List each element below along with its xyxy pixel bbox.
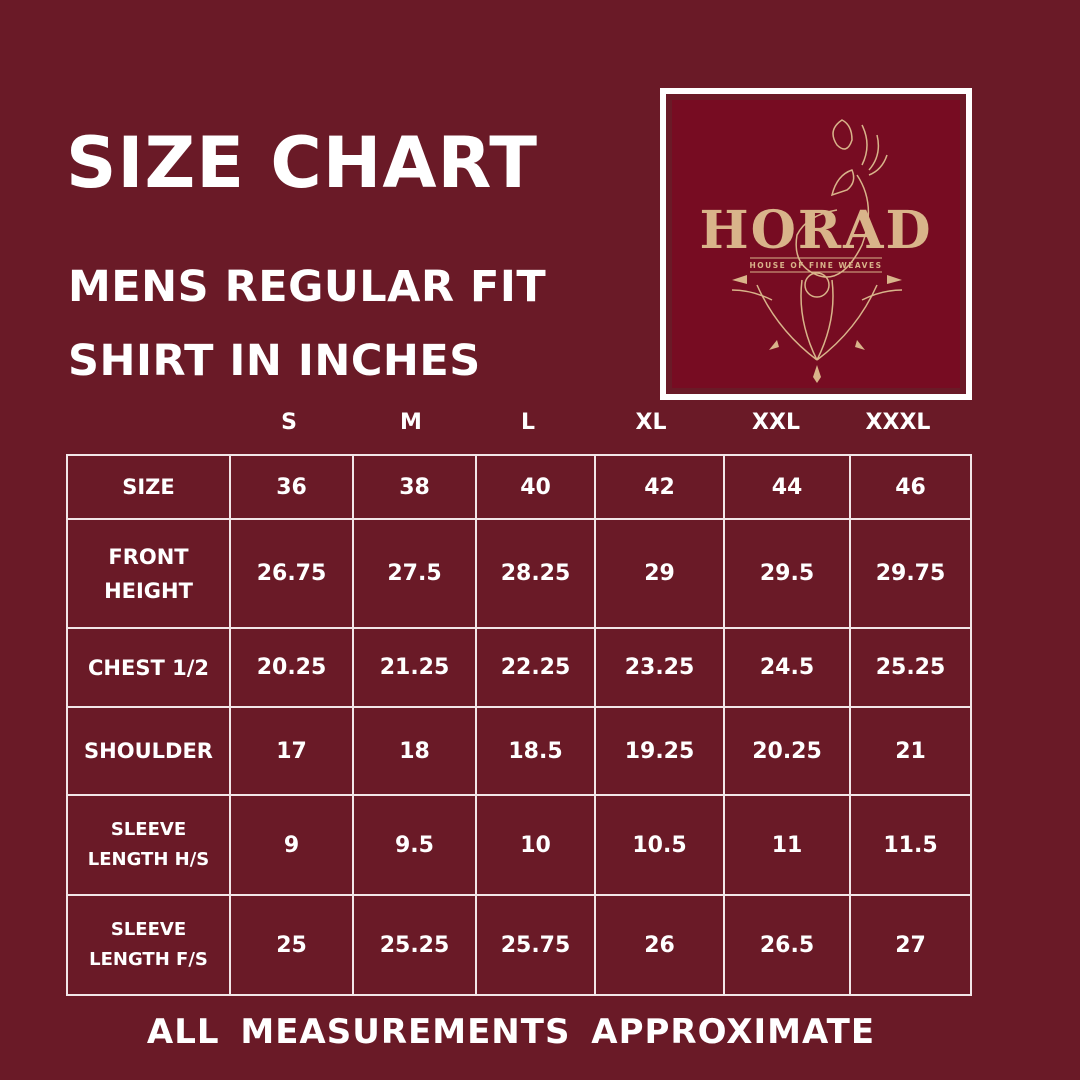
size-label: XXXL: [865, 410, 931, 435]
row-label-line: SLEEVE: [110, 819, 187, 840]
table-cell: 22.25: [475, 627, 596, 708]
brand-logo: HORAD HOUSE OF FINE WEAVES: [660, 88, 972, 400]
table-cell: 29.75: [849, 518, 972, 629]
table-cell: 11: [723, 794, 851, 896]
row-label-line: LENGTH H/S: [87, 849, 210, 870]
row-label-line: SIZE: [122, 475, 175, 499]
table-cell: 25.25: [849, 627, 972, 708]
table-cell: 42: [594, 454, 725, 520]
row-label: SLEEVE LENGTH H/S: [66, 794, 231, 896]
table-cell: 21.25: [352, 627, 477, 708]
row-label-line: FRONT: [108, 544, 189, 569]
size-label: M: [400, 410, 422, 435]
table-cell: 25: [229, 894, 354, 996]
table-cell: 25.25: [352, 894, 477, 996]
subtitle-line: MENS REGULAR FIT: [68, 262, 547, 312]
table-cell: 9: [229, 794, 354, 896]
logo-background: HORAD HOUSE OF FINE WEAVES: [672, 100, 960, 388]
size-label: XXL: [752, 410, 800, 435]
peacock-logo-icon: HORAD HOUSE OF FINE WEAVES: [699, 119, 932, 383]
size-label: S: [281, 410, 297, 435]
table-row: SLEEVE LENGTH H/S 9 9.5 10 10.5 11 11.5: [66, 794, 972, 896]
table-cell: 19.25: [594, 706, 725, 796]
table-cell: 9.5: [352, 794, 477, 896]
row-label-line: LENGTH F/S: [89, 949, 208, 970]
table-cell: 23.25: [594, 627, 725, 708]
row-label-line: SHOULDER: [84, 739, 213, 763]
table-cell: 27: [849, 894, 972, 996]
logo-tagline: HOUSE OF FINE WEAVES: [750, 261, 883, 270]
table-cell: 46: [849, 454, 972, 520]
row-label: FRONT HEIGHT: [66, 518, 231, 629]
table-row: SHOULDER 17 18 18.5 19.25 20.25 21: [66, 706, 972, 796]
logo-brand: HORAD: [699, 200, 932, 261]
table-cell: 18: [352, 706, 477, 796]
table-cell: 17: [229, 706, 354, 796]
table-cell: 21: [849, 706, 972, 796]
table-row: SIZE 36 38 40 42 44 46: [66, 454, 972, 520]
table-cell: 28.25: [475, 518, 596, 629]
row-label-line: CHEST 1/2: [88, 655, 209, 680]
table-cell: 10.5: [594, 794, 725, 896]
footer-note: ALL MEASUREMENTS APPROXIMATE: [146, 1012, 876, 1052]
subtitle-line: SHIRT IN INCHES: [68, 336, 481, 386]
table-cell: 26.75: [229, 518, 354, 629]
table-cell: 44: [723, 454, 851, 520]
row-label: SLEEVE LENGTH F/S: [66, 894, 231, 996]
table-cell: 40: [475, 454, 596, 520]
table-cell: 38: [352, 454, 477, 520]
table-cell: 26.5: [723, 894, 851, 996]
page-title: SIZE CHART: [66, 122, 539, 204]
table-cell: 36: [229, 454, 354, 520]
size-label: L: [520, 410, 536, 435]
table-cell: 29.5: [723, 518, 851, 629]
table-cell: 11.5: [849, 794, 972, 896]
table-cell: 29: [594, 518, 725, 629]
table-row: FRONT HEIGHT 26.75 27.5 28.25 29 29.5 29.75: [66, 518, 972, 629]
row-label-line: SLEEVE: [110, 919, 187, 940]
table-cell: 20.25: [723, 706, 851, 796]
table-cell: 26: [594, 894, 725, 996]
size-label: XL: [635, 410, 667, 435]
table-cell: 27.5: [352, 518, 477, 629]
row-label: CHEST 1/2: [66, 627, 231, 708]
size-chart-table: SIZE 36 38 40 42 44 46 FRONT HEIGHT 26.75 27.5 28.2…: [66, 454, 972, 996]
row-label: SHOULDER: [66, 706, 231, 796]
table-row: SLEEVE LENGTH F/S 25 25.25 25.75 26 26.5 27: [66, 894, 972, 996]
row-label-line: HEIGHT: [104, 578, 193, 603]
table-cell: 18.5: [475, 706, 596, 796]
table-row: CHEST 1/2 20.25 21.25 22.25 23.25 24.5 25.25: [66, 627, 972, 708]
subtitle: MENS REGULAR FIT SHIRT IN INCHES: [68, 250, 546, 398]
table-cell: 24.5: [723, 627, 851, 708]
table-cell: 20.25: [229, 627, 354, 708]
table-cell: 10: [475, 794, 596, 896]
table-cell: 25.75: [475, 894, 596, 996]
row-label: SIZE: [66, 454, 231, 520]
